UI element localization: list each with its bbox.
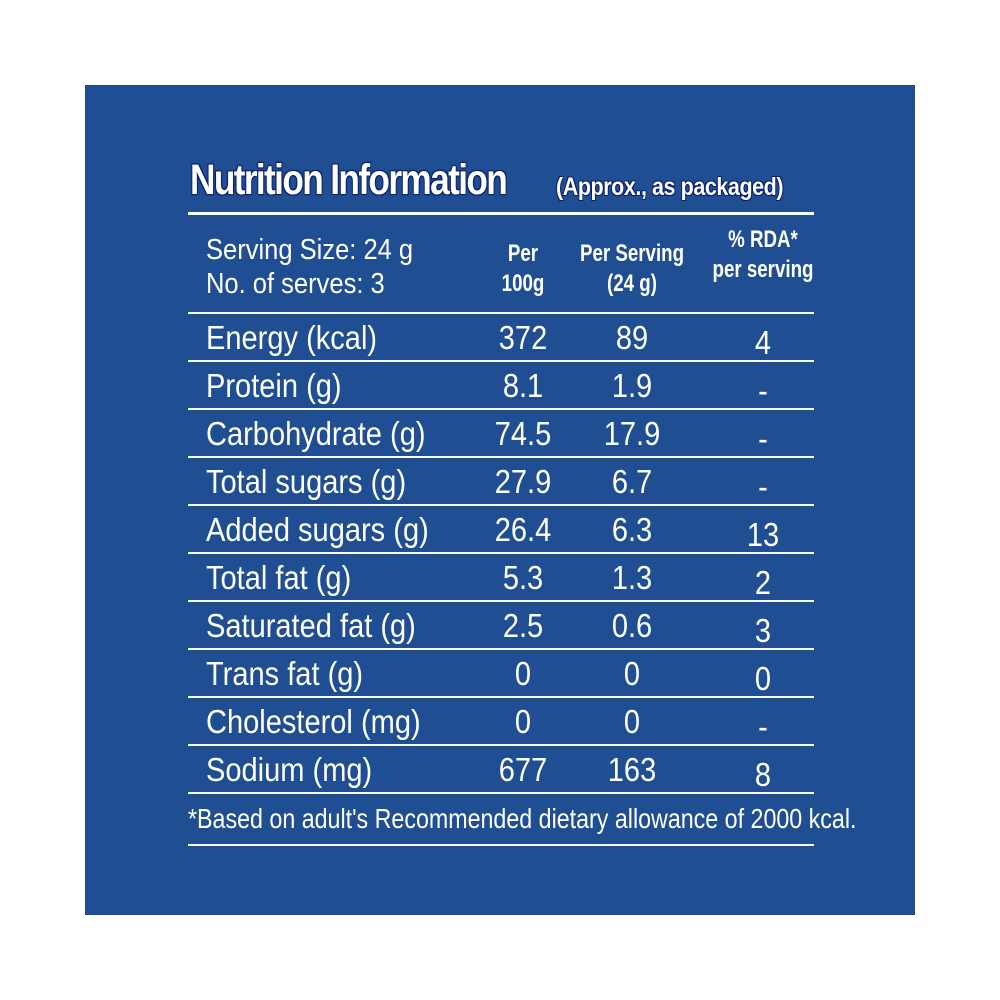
table-row: Cholesterol (mg) 0 0 - <box>188 698 814 746</box>
per-serving-value: 0.6 <box>611 607 653 644</box>
rda-value: 2 <box>754 564 772 601</box>
table-row: Protein (g) 8.1 1.9 - <box>188 362 814 410</box>
table-row: Total fat (g) 5.3 1.3 2 <box>188 554 814 602</box>
per-100g-value: 372 <box>498 319 548 356</box>
serving-size: Serving Size: 24 g <box>206 234 414 266</box>
table-row: Trans fat (g) 0 0 0 <box>188 650 814 698</box>
per-serving-value: 6.7 <box>611 463 653 500</box>
table-row: Added sugars (g) 26.4 6.3 13 <box>188 506 814 554</box>
table-row: Energy (kcal) 372 89 4 <box>188 314 814 362</box>
nutrient-name: Cholesterol (mg) <box>206 703 421 740</box>
per-100g-value: 5.3 <box>502 559 544 596</box>
nutrient-name: Saturated fat (g) <box>206 607 416 644</box>
nutrient-name: Total fat (g) <box>206 559 352 596</box>
nutrient-name: Total sugars (g) <box>206 463 407 500</box>
per-100g-value: 677 <box>498 751 548 788</box>
nutrient-name: Carbohydrate (g) <box>206 415 426 452</box>
per-serving-value: 1.3 <box>611 559 653 596</box>
column-header-per-100g: Per 100g <box>482 239 565 299</box>
column-header-line: Per <box>507 240 539 267</box>
rda-value: - <box>758 372 768 409</box>
per-100g-value: 0 <box>514 703 532 740</box>
nutrition-panel <box>85 85 915 915</box>
nutrient-table: Energy (kcal) 372 89 4 Protein (g) 8.1 1.9- Car… <box>188 314 814 794</box>
footnote-row: *Based on adult's Recommended dietary al… <box>188 794 856 846</box>
per-100g-value: 27.9 <box>494 463 552 500</box>
nutrient-name: Sodium (mg) <box>206 751 373 788</box>
per-100g-value: 74.5 <box>494 415 552 452</box>
rda-value: 0 <box>754 660 772 697</box>
title-row: Nutrition Information (Approx., as packa… <box>188 150 814 215</box>
table-row: Carbohydrate (g) 74.5 17.9 - <box>188 410 814 458</box>
per-serving-value: 6.3 <box>611 511 653 548</box>
rda-value: - <box>758 708 768 745</box>
header-row: Serving Size: 24 g No. of serves: 3 Per … <box>188 215 814 314</box>
per-100g-value: 26.4 <box>494 511 552 548</box>
per-100g-value: 8.1 <box>502 367 544 404</box>
rda-value: 4 <box>754 324 772 361</box>
per-serving-value: 1.9 <box>611 367 653 404</box>
rda-value: 8 <box>754 756 772 793</box>
rda-footnote: *Based on adult's Recommended dietary al… <box>188 803 857 834</box>
nutrient-name: Trans fat (g) <box>206 655 364 692</box>
table-row: Total sugars (g) 27.9 6.7 - <box>188 458 814 506</box>
per-100g-value: 0 <box>514 655 532 692</box>
table-row: Saturated fat (g) 2.5 0.6 3 <box>188 602 814 650</box>
rda-value: - <box>758 468 768 505</box>
rda-value: - <box>758 420 768 457</box>
column-header-line: 100g <box>501 270 545 297</box>
nutrition-label: Nutrition Information (Approx., as packa… <box>188 150 856 846</box>
column-header-line: per serving <box>712 256 814 283</box>
column-header-line: (24 g) <box>607 270 657 297</box>
per-serving-value: 163 <box>607 751 657 788</box>
nutrition-title: Nutrition Information <box>190 156 508 204</box>
rda-value: 3 <box>754 612 772 649</box>
column-header-rda: % RDA* per serving <box>708 225 817 285</box>
column-header-per-serving: Per Serving (24 g) <box>574 239 689 299</box>
nutrition-subtitle: (Approx., as packaged) <box>556 173 784 201</box>
nutrient-name: Protein (g) <box>206 367 342 404</box>
per-serving-value: 0 <box>623 655 641 692</box>
column-header-line: Per Serving <box>579 240 685 267</box>
number-of-serves: No. of serves: 3 <box>206 268 385 300</box>
per-serving-value: 0 <box>623 703 641 740</box>
serving-info: Serving Size: 24 g No. of serves: 3 <box>206 233 413 301</box>
per-100g-value: 2.5 <box>502 607 544 644</box>
rda-value: 13 <box>746 516 780 553</box>
nutrient-name: Energy (kcal) <box>206 319 378 356</box>
per-serving-value: 17.9 <box>603 415 661 452</box>
per-serving-value: 89 <box>615 319 649 356</box>
table-row: Sodium (mg) 677 163 8 <box>188 746 814 794</box>
nutrient-name: Added sugars (g) <box>206 511 429 548</box>
column-header-line: % RDA* <box>728 226 798 253</box>
